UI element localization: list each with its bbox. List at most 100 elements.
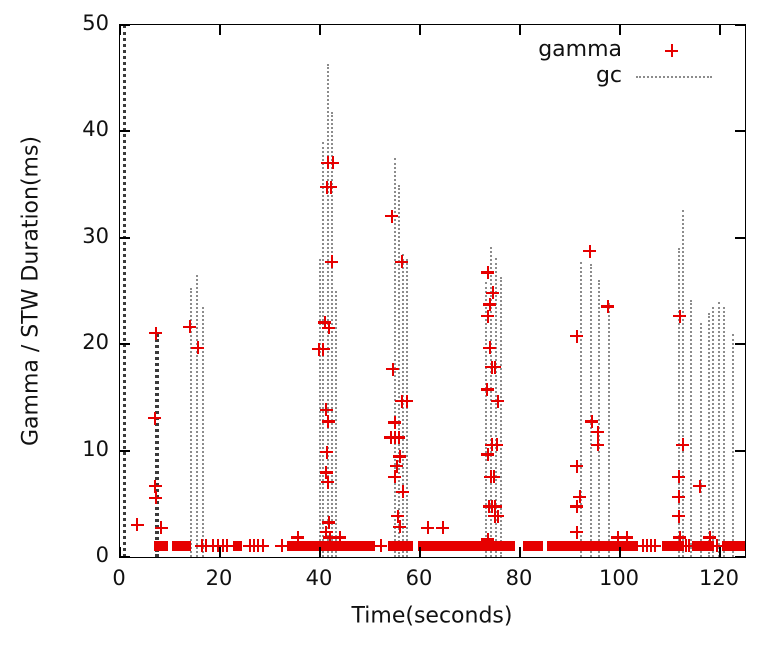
gc-impulse	[485, 282, 487, 557]
gamma-marker	[322, 515, 335, 529]
x-tick-label: 0	[112, 566, 126, 590]
gamma-baseline-run	[287, 541, 375, 552]
gamma-marker	[672, 490, 685, 504]
gc-impulse	[723, 306, 725, 557]
gamma-marker	[275, 539, 288, 553]
gamma-marker	[421, 521, 434, 535]
x-tick-label: 120	[698, 566, 740, 590]
gamma-marker	[324, 180, 337, 194]
legend-label-gc: gc	[595, 63, 622, 88]
gamma-marker	[390, 459, 403, 473]
gamma-marker	[400, 394, 413, 408]
x-tick-label: 60	[405, 566, 433, 590]
gamma-marker	[485, 360, 498, 374]
gamma-baseline-run	[154, 541, 168, 552]
gamma-marker	[393, 449, 406, 463]
legend-label-gamma: gamma	[538, 37, 622, 62]
gamma-marker	[570, 329, 583, 343]
x-tick	[719, 25, 721, 35]
gamma-marker	[436, 521, 449, 535]
gc-impulse	[406, 259, 408, 557]
gamma-marker	[488, 360, 501, 374]
gamma-marker	[323, 530, 336, 544]
y-tick	[735, 343, 745, 346]
gc-dotted-line-icon	[636, 76, 712, 78]
gc-impulse	[500, 277, 502, 557]
y-tick-label: 40	[82, 117, 109, 142]
gamma-marker	[591, 438, 604, 452]
gamma-baseline-run	[417, 541, 515, 552]
x-tick-label: 20	[205, 566, 233, 590]
gamma-marker	[199, 539, 212, 553]
gamma-marker	[291, 530, 304, 544]
x-tick	[619, 547, 621, 557]
gamma-marker	[485, 499, 499, 513]
gamma-marker	[485, 438, 498, 452]
gamma-marker	[487, 470, 500, 484]
y-tick	[120, 130, 130, 133]
gamma-marker	[251, 539, 264, 553]
gamma-baseline-run	[233, 541, 242, 552]
gamma-baseline-run	[547, 541, 638, 552]
gamma-marker	[481, 447, 494, 461]
gamma-marker	[395, 255, 408, 269]
x-tick	[519, 25, 521, 35]
gamma-marker	[703, 530, 716, 544]
gc-impulse	[322, 142, 324, 557]
gc-impulse	[196, 275, 198, 557]
gamma-marker	[486, 286, 499, 300]
gc-impulse-dark	[122, 25, 126, 557]
gamma-marker	[333, 530, 346, 544]
gamma-marker	[396, 485, 409, 499]
gamma-marker	[319, 525, 333, 539]
y-tick	[120, 556, 130, 558]
gamma-marker	[693, 479, 706, 493]
gamma-marker	[385, 209, 398, 223]
gc-impulse	[319, 259, 321, 557]
gc-impulse	[732, 333, 734, 557]
gamma-marker	[312, 342, 325, 356]
gamma-marker	[644, 539, 657, 553]
y-tick	[120, 236, 130, 239]
gc-impulse	[718, 301, 720, 557]
gc-impulse	[590, 264, 592, 557]
gc-impulse	[690, 299, 692, 557]
gamma-marker	[322, 321, 335, 335]
gc-impulse	[598, 280, 600, 557]
gamma-marker	[570, 499, 583, 513]
gamma-marker	[673, 309, 686, 323]
gamma-marker	[491, 509, 504, 523]
y-tick-label: 0	[95, 543, 109, 567]
y-tick	[120, 343, 130, 346]
gc-impulse	[398, 184, 400, 557]
gamma-marker	[206, 539, 219, 553]
gamma-marker	[611, 530, 624, 544]
gamma-marker	[601, 299, 614, 313]
gamma-marker	[195, 539, 208, 553]
x-tick	[219, 25, 221, 35]
gamma-marker	[648, 539, 661, 553]
gamma-marker	[583, 244, 596, 258]
gamma-marker	[481, 532, 494, 546]
gc-impulse	[608, 302, 610, 557]
gamma-marker	[220, 539, 233, 553]
gamma-baseline-run	[172, 541, 191, 552]
gc-impulse	[327, 64, 329, 557]
gamma-baseline-run	[387, 541, 413, 552]
gamma-marker	[391, 509, 404, 523]
gamma-marker	[154, 521, 168, 535]
gc-impulse	[490, 247, 492, 557]
gamma-marker	[636, 539, 649, 553]
gc-impulse-dark	[155, 333, 159, 557]
gamma-marker	[620, 530, 633, 544]
x-tick	[119, 25, 121, 35]
gamma-marker	[573, 490, 586, 504]
y-tick-label: 20	[82, 330, 109, 355]
gamma-marker	[482, 499, 496, 513]
x-tick	[319, 25, 321, 35]
x-tick	[219, 547, 221, 557]
gamma-marker	[481, 265, 494, 279]
x-tick-label: 80	[505, 566, 533, 590]
gamma-marker	[321, 414, 335, 428]
x-tick	[119, 547, 121, 557]
